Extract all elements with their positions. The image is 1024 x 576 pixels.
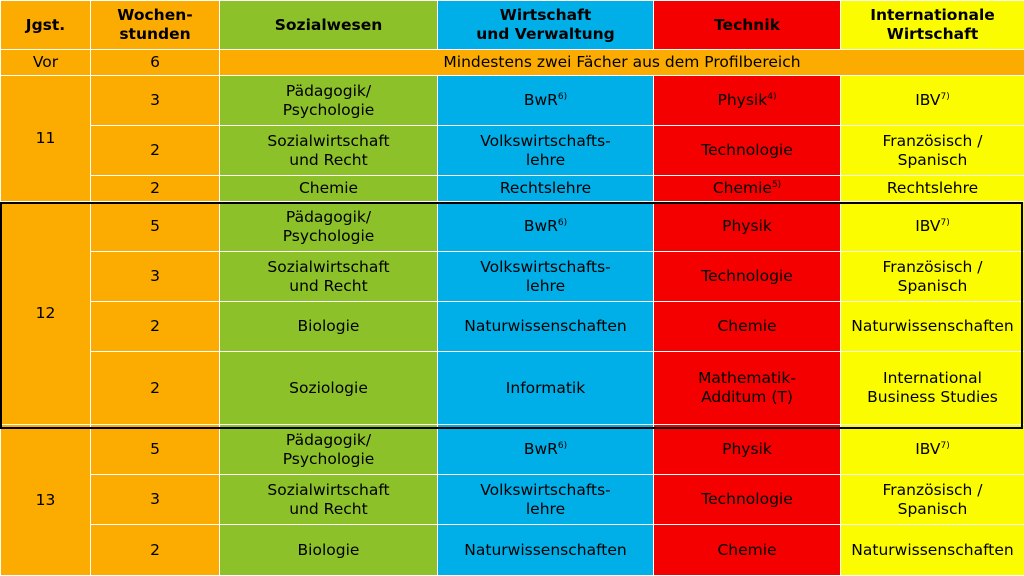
sozialwesen-cell: Sozialwirtschaft und Recht	[219, 251, 438, 302]
hours-cell: 5	[90, 424, 220, 475]
sozialwesen-cell: Sozialwirtschaft und Recht	[219, 125, 438, 176]
table-row: 13 5 Pädagogik/Psychologie BwR6) Physik …	[0, 424, 1024, 576]
wirtschaft-cell: BwR6)	[437, 201, 654, 252]
wirtschaft-cell: Rechtslehre	[437, 175, 654, 202]
grade-13-label: 13	[0, 424, 91, 576]
sozialwesen-cell: Pädagogik/Psychologie	[219, 201, 438, 252]
table-row: 2 Sozialwirtschaft und Recht Volkswirtsch…	[1, 125, 1024, 176]
hours-cell: 2	[90, 125, 220, 176]
wirtschaft-cell: BwR6)	[437, 75, 654, 126]
technik-cell: Mathematik- Additum (T)	[653, 351, 841, 425]
wirtschaft-cell: Volkswirtschafts-lehre	[437, 474, 654, 525]
technik-cell: Technologie	[653, 125, 841, 176]
sozialwesen-cell: Soziologie	[219, 351, 438, 425]
table-row: 2 Biologie Naturwissenschaften Chemie Na…	[1, 524, 1024, 576]
header-wochenstunden: Wochen-stunden	[90, 0, 220, 50]
intl-cell: Naturwissenschaften	[840, 524, 1024, 576]
grade-12-label: 12	[0, 201, 91, 425]
table-row: 2 Soziologie Informatik Mathematik- Addit…	[1, 351, 1024, 425]
intl-cell: IBV7)	[840, 75, 1024, 126]
vor-row: Vor 6 Mindestens zwei Fächer aus dem Pro…	[0, 49, 1024, 76]
wirtschaft-cell: Volkswirtschafts-lehre	[437, 125, 654, 176]
sozialwesen-cell: Biologie	[219, 301, 438, 352]
technik-cell: Chemie5)	[653, 175, 841, 202]
hours-cell: 2	[90, 175, 220, 202]
vor-label: Vor	[0, 49, 91, 76]
technik-cell: Technologie	[653, 251, 841, 302]
sozialwesen-cell: Pädagogik/Psychologie	[219, 75, 438, 126]
header-row: Jgst. Wochen-stunden Sozialwesen Wirtsch…	[0, 0, 1024, 50]
header-internationale-wirtschaft: Internationale Wirtschaft	[840, 0, 1024, 50]
header-sozialwesen: Sozialwesen	[219, 0, 438, 50]
technik-cell: Technologie	[653, 474, 841, 525]
wirtschaft-cell: Informatik	[437, 351, 654, 425]
wirtschaft-cell: Volkswirtschafts-lehre	[437, 251, 654, 302]
table-row: 12 5 Pädagogik/Psychologie BwR6) Physik …	[0, 201, 1024, 425]
sozialwesen-cell: Sozialwirtschaft und Recht	[219, 474, 438, 525]
hours-cell: 3	[90, 251, 220, 302]
wirtschaft-cell: Naturwissenschaften	[437, 524, 654, 576]
hours-cell: 2	[90, 524, 220, 576]
technik-cell: Physik	[653, 201, 841, 252]
technik-cell: Chemie	[653, 524, 841, 576]
sozialwesen-cell: Pädagogik/Psychologie	[219, 424, 438, 475]
intl-cell: International Business Studies	[840, 351, 1024, 425]
intl-cell: Französisch / Spanisch	[840, 474, 1024, 525]
table-row: 11 3 Pädagogik/Psychologie BwR6) Physik4…	[0, 75, 1024, 202]
intl-cell: Französisch / Spanisch	[840, 125, 1024, 176]
header-jgst: Jgst.	[0, 0, 91, 50]
sozialwesen-cell: Biologie	[219, 524, 438, 576]
hours-cell: 3	[90, 474, 220, 525]
intl-cell: Rechtslehre	[840, 175, 1024, 202]
intl-cell: Französisch / Spanisch	[840, 251, 1024, 302]
hours-cell: 2	[90, 351, 220, 425]
sozialwesen-cell: Chemie	[219, 175, 438, 202]
wirtschaft-cell: BwR6)	[437, 424, 654, 475]
wirtschaft-cell: Naturwissenschaften	[437, 301, 654, 352]
technik-cell: Chemie	[653, 301, 841, 352]
hours-cell: 2	[90, 301, 220, 352]
intl-cell: IBV7)	[840, 201, 1024, 252]
technik-cell: Physik	[653, 424, 841, 475]
header-technik: Technik	[653, 0, 841, 50]
table-row: 2 Chemie Rechtslehre Chemie5) Rechtslehr…	[1, 175, 1024, 202]
technik-cell: Physik4)	[653, 75, 841, 126]
intl-cell: IBV7)	[840, 424, 1024, 475]
intl-cell: Naturwissenschaften	[840, 301, 1024, 352]
header-wirtschaft-verwaltung: Wirtschaft und Verwaltung	[437, 0, 654, 50]
hours-cell: 5	[90, 201, 220, 252]
hours-cell: 3	[90, 75, 220, 126]
grade-11-label: 11	[0, 75, 91, 202]
vor-hours: 6	[90, 49, 220, 76]
vor-text: Mindestens zwei Fächer aus dem Profilber…	[219, 49, 1024, 76]
table-row: 2 Biologie Naturwissenschaften Chemie Na…	[1, 301, 1024, 352]
table-row: 3 Sozialwirtschaft und Recht Volkswirtsch…	[1, 251, 1024, 302]
table-row: 3 Sozialwirtschaft und Recht Volkswirtsch…	[1, 474, 1024, 525]
